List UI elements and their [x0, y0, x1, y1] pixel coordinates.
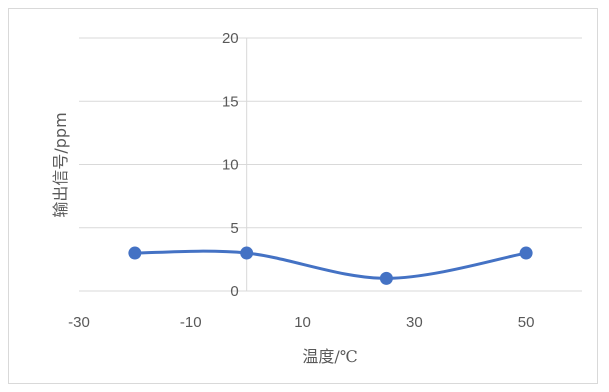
- x-tick-label: -10: [180, 314, 202, 331]
- y-tick-label: 20: [222, 30, 239, 47]
- chart-frame: [8, 8, 598, 384]
- x-tick-label: 10: [294, 314, 311, 331]
- x-axis-title: 温度/℃: [302, 347, 357, 366]
- x-tick-label: -30: [68, 314, 90, 331]
- y-tick-label: 10: [222, 157, 239, 174]
- y-tick-labels: 0 5 10 15 20: [222, 30, 239, 300]
- data-point: [519, 246, 533, 260]
- x-tick-labels: -30 -10 10 30 50: [68, 314, 534, 331]
- data-point: [240, 246, 254, 260]
- data-point: [379, 271, 393, 285]
- y-tick-label: 0: [230, 283, 238, 300]
- data-point: [128, 246, 142, 260]
- y-axis-title: 输出信号/ppm: [51, 112, 70, 217]
- y-tick-label: 5: [230, 220, 238, 237]
- x-tick-label: 30: [406, 314, 423, 331]
- series-line: [133, 249, 528, 280]
- y-tick-label: 15: [222, 93, 239, 110]
- x-tick-label: 50: [518, 314, 535, 331]
- data-markers: [128, 246, 533, 285]
